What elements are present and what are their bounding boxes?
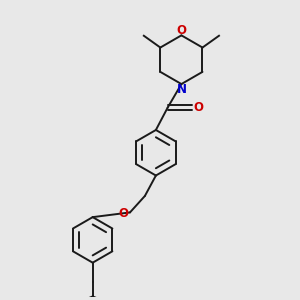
Text: O: O (118, 207, 128, 220)
Text: N: N (176, 82, 186, 96)
Text: O: O (176, 24, 186, 37)
Text: O: O (194, 101, 204, 114)
